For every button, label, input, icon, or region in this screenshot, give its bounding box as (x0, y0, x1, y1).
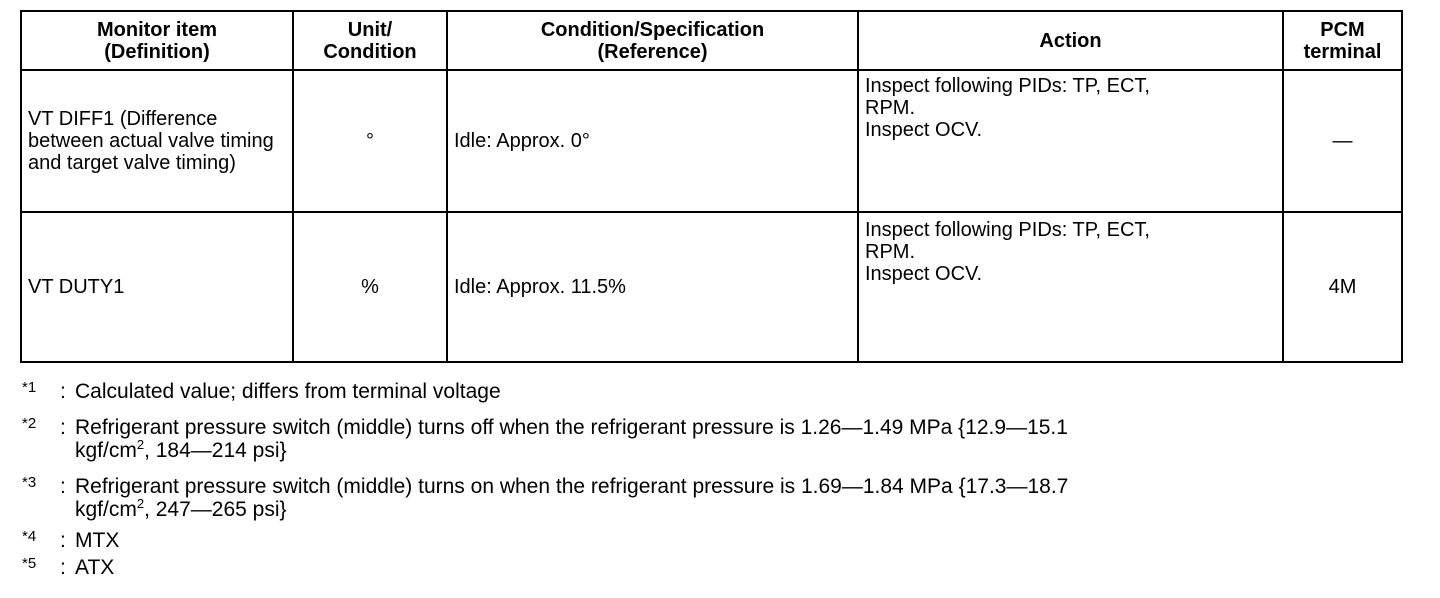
header-line: (Reference) (597, 40, 708, 63)
footnote-text: Refrigerant pressure switch (middle) tur… (75, 416, 1068, 439)
cell-condition: Idle: Approx. 11.5% (446, 211, 859, 363)
footnote-colon: : (60, 416, 66, 439)
header-line: terminal (1303, 40, 1382, 63)
monitor-table: Monitor item (Definition) Unit/Condition … (20, 10, 1403, 363)
header-line: PCM (1320, 18, 1365, 41)
table-row: VT DIFF1 (Difference between actual valv… (20, 69, 1403, 213)
footnote: *2: Refrigerant pressure switch (middle) … (20, 415, 1068, 462)
header-line: Action (1039, 29, 1102, 52)
action-line: Inspect OCV. (865, 263, 983, 285)
footnote-colon: : (60, 475, 66, 498)
footnote-colon: : (60, 529, 66, 552)
footnotes: *1: Calculated value; differs from termin… (20, 379, 1069, 579)
footnote-mark: *4 (22, 528, 37, 545)
footnote-text: Calculated value; differs from terminal … (75, 380, 501, 403)
cell-terminal: 4M (1282, 211, 1403, 363)
footnote: *3: Refrigerant pressure switch (middle) … (20, 474, 1069, 521)
footnote: *1: Calculated value; differs from termin… (20, 379, 1068, 403)
action-line: Inspect following PIDs: TP, ECT, (865, 219, 1150, 241)
footnote-text: ATX (75, 556, 115, 579)
footnote-mark: *5 (22, 555, 37, 572)
header-monitor-item: Monitor item (Definition) (20, 10, 294, 71)
cell-terminal: — (1282, 69, 1403, 213)
footnote: *4: MTX (20, 528, 1068, 552)
footnote-colon: : (60, 380, 66, 403)
footnote-text: kgf/cm (75, 439, 137, 462)
superscript: 2 (136, 437, 145, 452)
superscript: 2 (136, 496, 145, 511)
header-terminal: PCM terminal (1282, 10, 1403, 71)
header-line: Unit/ (347, 18, 393, 41)
cell-action: Inspect following PIDs: TP, ECT, RPM. Insp… (857, 69, 1284, 213)
footnote-mark: *1 (22, 379, 37, 396)
action-line: RPM. (865, 97, 915, 119)
footnote-text: Refrigerant pressure switch (middle) tur… (75, 475, 1069, 498)
action-line: RPM. (865, 241, 915, 263)
header-row: Monitor item (Definition) Unit/Condition … (20, 10, 1403, 71)
footnote: *5: ATX (20, 555, 1068, 579)
header-line: Condition/Specification (540, 18, 765, 41)
cell-unit: % (292, 211, 448, 363)
header-line: Condition (323, 40, 417, 63)
footnote-colon: : (60, 556, 66, 579)
cell-action: Inspect following PIDs: TP, ECT, RPM. Insp… (857, 211, 1284, 363)
footnote-text: , 184—214 psi} (144, 439, 287, 462)
header-unit: Unit/Condition (292, 10, 448, 71)
footnote-text: kgf/cm (75, 498, 137, 521)
footnote-text: MTX (75, 529, 120, 552)
footnote-mark: *3 (22, 474, 37, 491)
header-action: Action (857, 10, 1284, 71)
footnote-mark: *2 (22, 415, 37, 432)
cell-condition: Idle: Approx. 0° (446, 69, 859, 213)
header-line: (Definition) (104, 40, 210, 63)
header-condition: Condition/Specification (Reference) (446, 10, 859, 71)
action-line: Inspect OCV. (865, 119, 983, 141)
cell-item: VT DIFF1 (Difference between actual valv… (20, 69, 294, 213)
cell-unit: ° (292, 69, 448, 213)
table-row: VT DUTY1 % Idle: Approx. 11.5% Inspect f… (20, 211, 1403, 363)
cell-item: VT DUTY1 (20, 211, 294, 363)
action-line: Inspect following PIDs: TP, ECT, (865, 75, 1150, 97)
footnote-text: , 247—265 psi} (144, 498, 287, 521)
header-line: Monitor item (97, 18, 217, 41)
